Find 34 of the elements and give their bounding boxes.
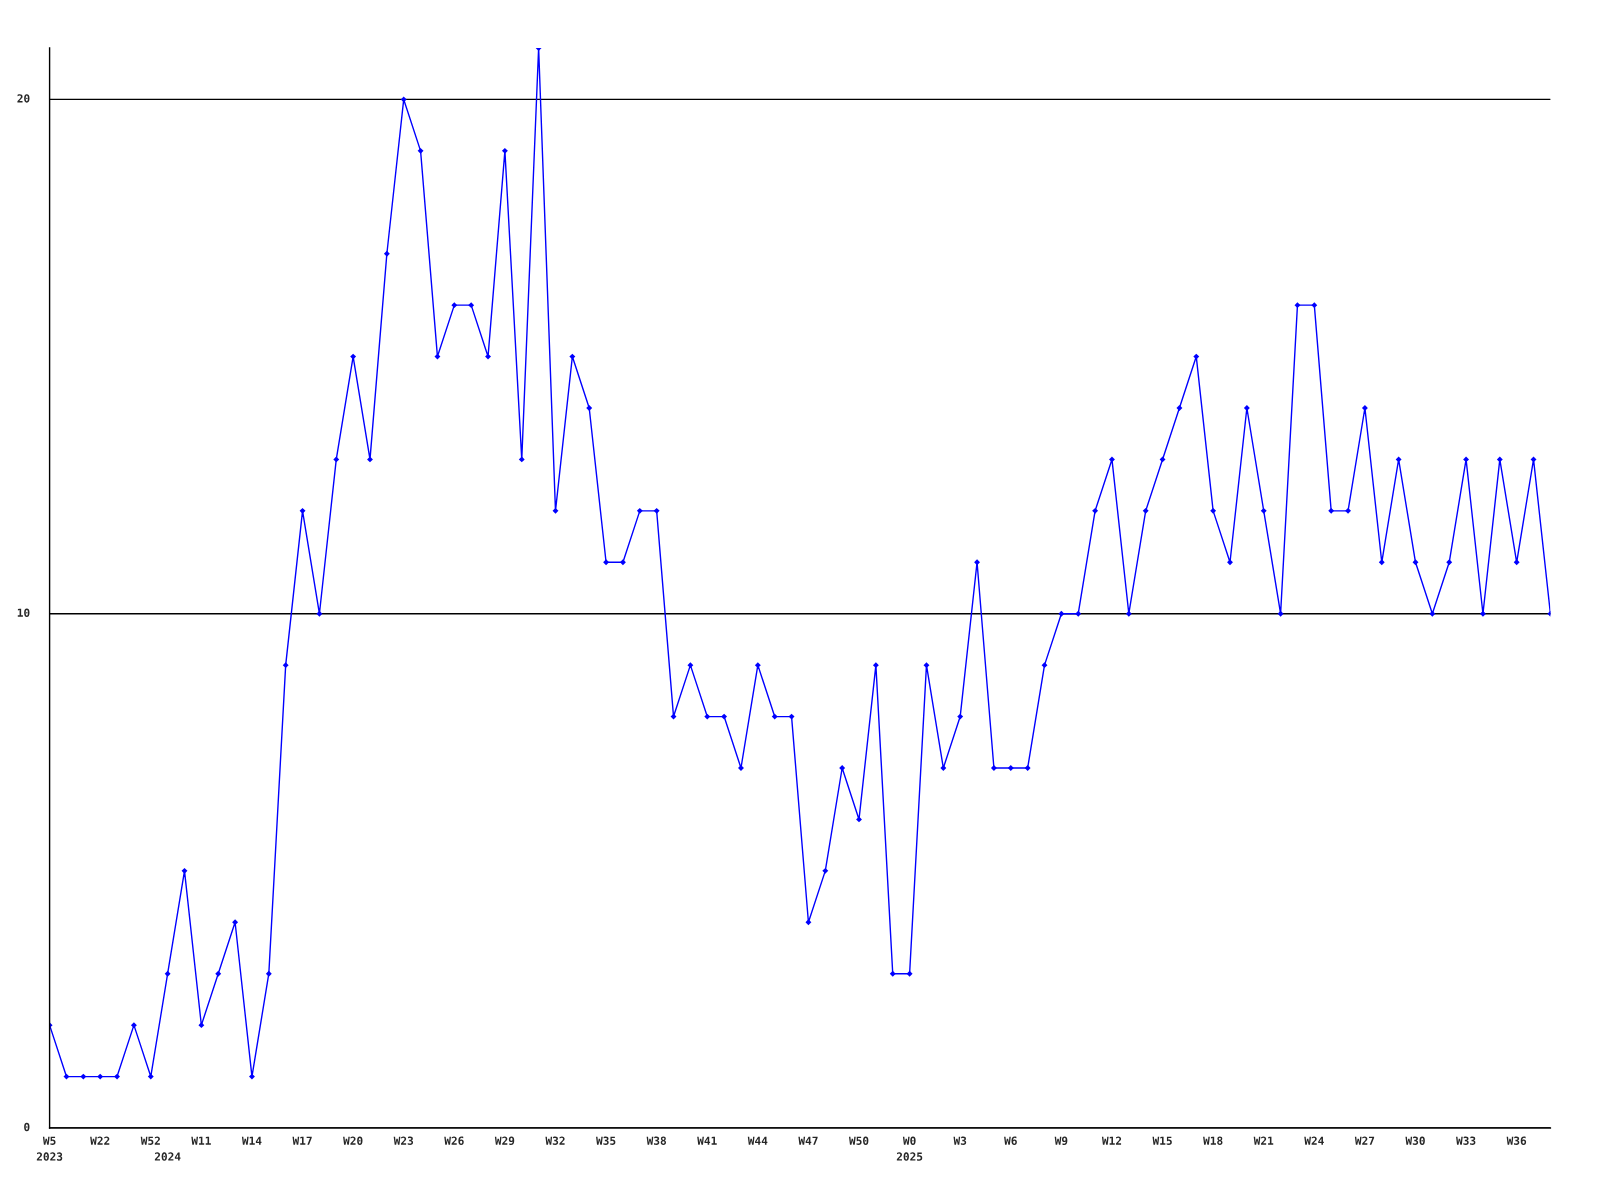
y-tick-label: 0 <box>24 1122 30 1132</box>
x-tick-label: W27 <box>1354 1136 1375 1145</box>
x-tick-label: W52 <box>140 1136 160 1145</box>
x-tick-label: W20 <box>343 1136 363 1145</box>
x-tick-label: W44 <box>747 1136 768 1145</box>
x-tick-label: W47 <box>798 1136 818 1145</box>
x-tick-label: W36 <box>1506 1136 1527 1145</box>
x-tick-label: W26 <box>444 1136 464 1145</box>
x-tick-label: W24 <box>1304 1136 1324 1145</box>
x-tick-label: W50 <box>848 1136 869 1145</box>
x-tick-label: W0 2025 <box>896 1136 923 1161</box>
y-tick-label: 10 <box>17 608 30 617</box>
x-tick-label: W3 <box>953 1136 967 1145</box>
x-tick-label: W17 <box>292 1136 312 1145</box>
x-tick-label: W22 <box>90 1136 110 1145</box>
x-tick-label: W21 <box>1253 1136 1274 1145</box>
x-tick-label: W5 2023 <box>36 1136 63 1161</box>
x-tick-label: W11 <box>191 1136 211 1145</box>
x-tick-label: W6 <box>1004 1136 1017 1145</box>
x-tick-label: W18 <box>1203 1136 1223 1145</box>
x-tick-label: W15 <box>1152 1136 1172 1145</box>
x-tick-label: W9 <box>1054 1136 1068 1145</box>
x-tick-label: W29 <box>494 1136 515 1145</box>
x-tick-label: W35 <box>596 1136 616 1145</box>
x-tick-label: W14 <box>241 1136 262 1145</box>
x-tick-label: W32 <box>545 1136 565 1145</box>
x-tick-label: W38 <box>646 1136 666 1145</box>
x-tick-label: W41 <box>697 1136 717 1145</box>
x-tick-label: W33 <box>1456 1136 1476 1145</box>
x-tick-label: 2024 <box>154 1152 181 1161</box>
x-tick-label: W12 <box>1101 1136 1122 1145</box>
x-tick-label: W23 <box>393 1136 414 1145</box>
y-tick-label: 20 <box>17 94 30 103</box>
x-tick-label: W30 <box>1405 1136 1425 1145</box>
